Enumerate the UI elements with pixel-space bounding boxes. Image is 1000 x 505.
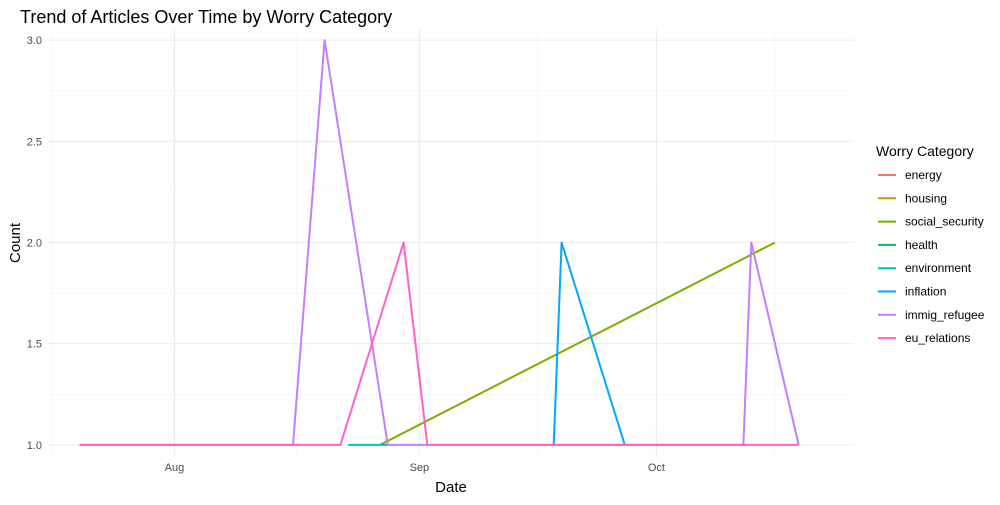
legend-label-inflation: inflation [905, 285, 946, 299]
legend-label-eu-relations: eu_relations [905, 331, 970, 345]
y-tick-label: 3.0 [27, 35, 42, 47]
legend-label-immig-refugee: immig_refugee [905, 308, 985, 322]
y-tick-label: 1.5 [27, 339, 42, 351]
legend-title: Worry Category [876, 143, 974, 159]
series-layer [79, 39, 800, 446]
series-line-eu-relations [79, 241, 799, 446]
legend-label-environment: environment [905, 261, 972, 275]
axis-layer: 1.0 1.5 2.0 2.5 3.0 Aug Sep Oct [27, 35, 665, 474]
x-axis-title: Date [435, 479, 467, 496]
y-tick-label: 2.0 [27, 238, 42, 250]
x-tick-label: Aug [165, 462, 185, 474]
grid-layer [48, 30, 854, 455]
y-axis-title: Count [7, 222, 24, 263]
x-tick-label: Sep [410, 462, 430, 474]
chart-title: Trend of Articles Over Time by Worry Cat… [20, 7, 392, 27]
x-tick-label: Oct [648, 462, 665, 474]
y-tick-label: 2.5 [27, 136, 42, 148]
y-tick-label: 1.0 [27, 440, 42, 452]
legend-label-housing: housing [905, 191, 947, 205]
legend-label-social-security: social_security [905, 215, 984, 229]
legend-label-health: health [905, 238, 938, 252]
series-line-social-security [379, 241, 776, 446]
legend-label-energy: energy [905, 168, 942, 182]
series-line-inflation [552, 241, 626, 446]
legend: Worry Category energy housing social_secur… [876, 143, 985, 345]
